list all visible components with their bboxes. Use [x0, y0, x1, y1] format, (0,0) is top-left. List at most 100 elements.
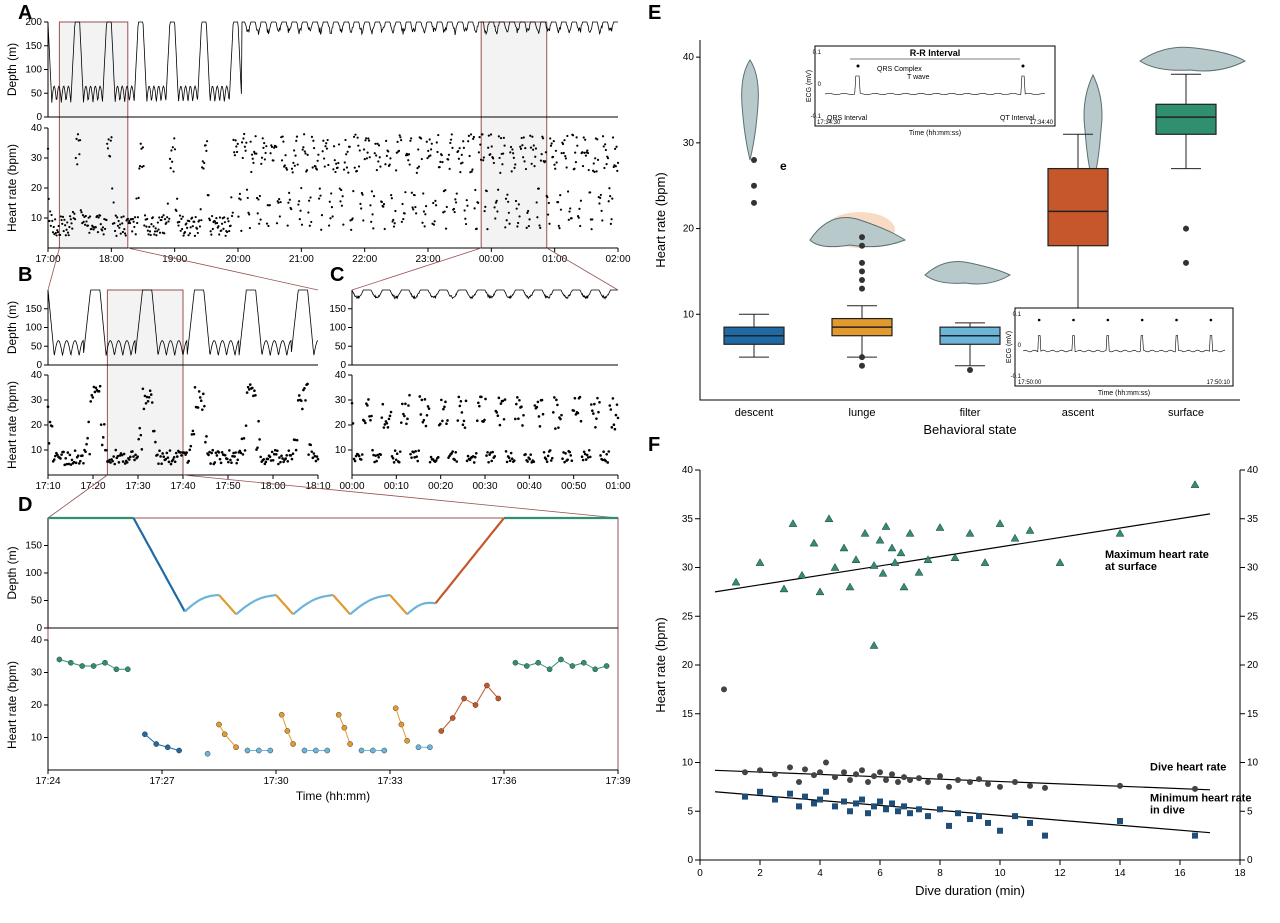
svg-text:lunge: lunge [849, 407, 876, 419]
svg-text:17:30: 17:30 [263, 776, 288, 787]
svg-text:Time (hh:mm): Time (hh:mm) [296, 789, 370, 803]
svg-text:Minimum heart rate: Minimum heart rate [1150, 793, 1251, 805]
svg-text:ascent: ascent [1062, 407, 1094, 419]
svg-text:15: 15 [682, 709, 694, 720]
svg-text:5: 5 [687, 806, 693, 817]
svg-text:-0.1: -0.1 [811, 114, 822, 120]
svg-text:descent: descent [735, 407, 774, 419]
svg-text:20:00: 20:00 [225, 254, 250, 265]
svg-text:0.1: 0.1 [1013, 312, 1022, 318]
svg-text:0.1: 0.1 [813, 50, 822, 56]
svg-text:10: 10 [31, 445, 43, 456]
svg-text:40: 40 [31, 123, 43, 134]
svg-text:Maximum heart rate: Maximum heart rate [1105, 549, 1209, 561]
svg-text:Dive heart rate: Dive heart rate [1150, 761, 1226, 773]
svg-text:Heart rate (bpm): Heart rate (bpm) [5, 381, 19, 469]
svg-text:Depth (m): Depth (m) [5, 43, 19, 96]
svg-text:100: 100 [25, 568, 42, 579]
svg-text:17:39: 17:39 [605, 776, 630, 787]
svg-text:17:27: 17:27 [149, 776, 174, 787]
svg-text:30: 30 [682, 563, 694, 574]
svg-text:at surface: at surface [1105, 561, 1157, 573]
svg-text:17:20: 17:20 [80, 481, 105, 492]
svg-text:20: 20 [683, 224, 695, 235]
svg-text:01:00: 01:00 [605, 481, 630, 492]
svg-text:25: 25 [1247, 611, 1259, 622]
svg-text:35: 35 [1247, 514, 1259, 525]
svg-text:2: 2 [757, 868, 763, 879]
svg-text:20: 20 [31, 700, 43, 711]
svg-text:200: 200 [25, 17, 42, 28]
svg-text:00:40: 00:40 [517, 481, 542, 492]
svg-text:10: 10 [335, 445, 347, 456]
svg-text:00:50: 00:50 [561, 481, 586, 492]
svg-text:Time (hh:mm:ss): Time (hh:mm:ss) [1098, 390, 1150, 397]
svg-text:100: 100 [329, 323, 346, 334]
svg-text:30: 30 [683, 138, 695, 149]
svg-text:00:00: 00:00 [479, 254, 504, 265]
svg-text:5: 5 [1247, 806, 1253, 817]
svg-text:10: 10 [31, 213, 43, 224]
svg-text:18: 18 [1234, 868, 1246, 879]
svg-text:40: 40 [31, 635, 43, 646]
svg-text:23:00: 23:00 [415, 254, 440, 265]
svg-text:e: e [780, 159, 787, 173]
svg-text:50: 50 [31, 596, 43, 607]
svg-text:20: 20 [1247, 660, 1259, 671]
svg-text:150: 150 [25, 541, 42, 552]
svg-text:00:20: 00:20 [428, 481, 453, 492]
svg-text:150: 150 [25, 304, 42, 315]
svg-text:4: 4 [817, 868, 823, 879]
svg-text:Heart rate (bpm): Heart rate (bpm) [5, 661, 19, 749]
svg-text:150: 150 [25, 41, 42, 52]
svg-text:20: 20 [31, 183, 43, 194]
svg-text:16: 16 [1174, 868, 1186, 879]
svg-text:0: 0 [1247, 855, 1253, 866]
svg-text:10: 10 [682, 758, 694, 769]
svg-text:6: 6 [877, 868, 883, 879]
svg-text:17:10: 17:10 [35, 481, 60, 492]
svg-text:20: 20 [31, 420, 43, 431]
svg-text:10: 10 [31, 733, 43, 744]
svg-text:17:50:10: 17:50:10 [1207, 380, 1231, 386]
svg-text:12: 12 [1054, 868, 1066, 879]
svg-text:25: 25 [682, 611, 694, 622]
svg-text:40: 40 [335, 370, 347, 381]
svg-text:10: 10 [683, 309, 695, 320]
svg-text:0: 0 [36, 112, 42, 123]
svg-text:T wave: T wave [907, 74, 930, 81]
svg-text:50: 50 [335, 341, 347, 352]
svg-text:Time (hh:mm:ss): Time (hh:mm:ss) [909, 130, 961, 137]
svg-text:17:33: 17:33 [377, 776, 402, 787]
svg-text:17:24: 17:24 [35, 776, 60, 787]
svg-text:40: 40 [683, 52, 695, 63]
svg-text:Dive duration (min): Dive duration (min) [915, 883, 1025, 898]
svg-text:21:00: 21:00 [289, 254, 314, 265]
svg-text:18:10: 18:10 [305, 481, 330, 492]
svg-text:00:30: 00:30 [472, 481, 497, 492]
svg-text:100: 100 [25, 65, 42, 76]
svg-text:8: 8 [937, 868, 943, 879]
svg-text:Depth (m): Depth (m) [5, 546, 19, 599]
svg-text:17:36: 17:36 [491, 776, 516, 787]
svg-text:15: 15 [1247, 709, 1259, 720]
svg-text:50: 50 [31, 341, 43, 352]
svg-text:30: 30 [31, 668, 43, 679]
svg-text:ECG (mV): ECG (mV) [1006, 331, 1013, 363]
svg-text:40: 40 [1247, 465, 1259, 476]
svg-text:Heart rate (bpm): Heart rate (bpm) [5, 144, 19, 232]
svg-text:00:10: 00:10 [384, 481, 409, 492]
svg-text:17:30: 17:30 [125, 481, 150, 492]
svg-text:30: 30 [335, 395, 347, 406]
svg-text:02:00: 02:00 [605, 254, 630, 265]
svg-text:filter: filter [960, 407, 981, 419]
svg-text:14: 14 [1114, 868, 1126, 879]
svg-text:00:00: 00:00 [339, 481, 364, 492]
svg-text:0: 0 [697, 868, 703, 879]
svg-text:19:00: 19:00 [162, 254, 187, 265]
svg-text:100: 100 [25, 323, 42, 334]
svg-text:35: 35 [682, 514, 694, 525]
svg-text:50: 50 [31, 88, 43, 99]
svg-text:40: 40 [682, 465, 694, 476]
figure-svg: 050100150200Depth (m)10203040Heart rate … [0, 0, 1280, 923]
